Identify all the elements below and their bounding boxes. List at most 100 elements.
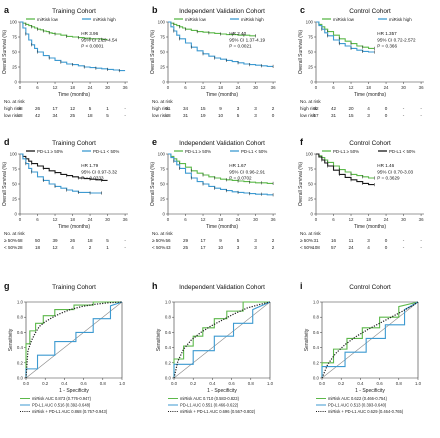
risk-value: 51 <box>165 106 171 111</box>
panel-f: f Control Cohort PD-L1 ≥ 50% PD-L1 < 50% 0 6 1… <box>298 137 424 250</box>
risk-value: 0 <box>385 238 388 243</box>
risk-value: 3 <box>367 238 370 243</box>
stat-annotation: 95% CI 0.97-3.32 <box>81 169 117 174</box>
risk-value: 16 <box>331 238 337 243</box>
y-tick-label: 0.4 <box>313 345 320 350</box>
x-tick-label: 0.4 <box>357 381 364 386</box>
x-tick-label: 0.0 <box>171 381 178 386</box>
y-tick-label: 100 <box>10 152 18 157</box>
x-tick-label: 0 <box>19 85 22 90</box>
legend-entry: PD-L1 AUC 0.513 (0.393-0.640) <box>328 403 387 408</box>
risk-table-title: No. at risk <box>4 99 25 104</box>
y-tick-label: 100 <box>158 152 166 157</box>
risk-value: - <box>124 245 126 250</box>
x-axis-label: Time (months) <box>354 92 386 98</box>
risk-value: 34 <box>52 113 58 118</box>
risk-row-label: < 50% <box>4 245 17 250</box>
panel-e: e Independent Validation Cohort PD-L1 ≥ 50… <box>150 137 276 250</box>
risk-value: 15 <box>348 113 354 118</box>
y-tick-label: 0.4 <box>165 345 172 350</box>
y-tick-label: 0.8 <box>17 315 24 320</box>
series-line <box>173 301 271 378</box>
x-tick-label: 30 <box>105 85 110 90</box>
panel-title: Control Cohort <box>349 8 391 15</box>
risk-value: 2 <box>272 238 275 243</box>
legend-entry: miRisk + PD-L1 AUC 0.868 (0.757-0.943) <box>32 409 108 414</box>
panel-i: i Control Cohort 0.0 0.2 0.4 0.6 0.8 1.0 0.0 0.2 0… <box>300 281 422 414</box>
risk-value: 0 <box>385 245 388 250</box>
risk-value: 56 <box>165 238 171 243</box>
x-tick-label: 24 <box>384 217 389 222</box>
risk-value: - <box>403 106 405 111</box>
risk-value: 12 <box>70 106 76 111</box>
risk-value: - <box>420 245 422 250</box>
risk-value: 11 <box>349 238 354 243</box>
risk-value: 3 <box>367 113 370 118</box>
y-tick-label: 0.6 <box>165 330 172 335</box>
risk-value: 25 <box>70 113 76 118</box>
panel-letter: e <box>152 137 157 147</box>
y-tick-label: 25 <box>12 65 17 70</box>
risk-value: 43 <box>165 245 171 250</box>
risk-value: 31 <box>331 113 337 118</box>
y-axis-label: Sensitivity <box>156 328 162 351</box>
legend-entry: miRisk high <box>389 17 412 22</box>
panel-h: h Independent Validation Cohort 0.0 0.2 0.4 0… <box>152 281 274 414</box>
risk-value: 39 <box>52 238 58 243</box>
x-tick-label: 1.0 <box>267 381 274 386</box>
panel-letter: i <box>300 281 303 291</box>
y-tick-label: 50 <box>160 182 165 187</box>
stat-annotation: 95% CI 0.96-2.91 <box>229 169 265 174</box>
panel-d: d Training Cohort PD-L1 ≥ 50% PD-L1 < 50% 0 6… <box>2 137 128 250</box>
y-tick-label: 75 <box>12 35 17 40</box>
risk-value: - <box>403 238 405 243</box>
reference-diagonal <box>321 301 419 379</box>
y-axis-label: Overall Survival (%) <box>150 30 156 75</box>
risk-value: 24 <box>348 245 354 250</box>
legend-entry: miRisk low <box>37 17 59 22</box>
risk-value: 5 <box>237 113 240 118</box>
x-tick-label: 0.6 <box>377 381 384 386</box>
risk-value: - <box>403 245 405 250</box>
risk-value: 3 <box>237 106 240 111</box>
risk-table-title: No. at risk <box>300 99 321 104</box>
y-tick-label: 0 <box>163 80 166 85</box>
x-tick-label: 0.0 <box>319 381 326 386</box>
x-axis-label: Time (months) <box>354 224 386 230</box>
y-tick-label: 100 <box>306 20 314 25</box>
x-axis-label: 1 - Specificity <box>59 388 89 394</box>
panel-title: Control Cohort <box>349 284 391 291</box>
x-tick-label: 12 <box>349 217 354 222</box>
risk-row-label: < 50% <box>152 245 165 250</box>
x-tick-label: 36 <box>271 85 276 90</box>
x-tick-label: 18 <box>218 85 223 90</box>
stat-annotation: HR 3.96 <box>81 31 98 36</box>
risk-value: - <box>124 238 126 243</box>
legend-entry: PD-L1 AUC 0.551 (0.466-0.622) <box>180 403 239 408</box>
y-tick-label: 0.0 <box>17 376 24 381</box>
y-tick-label: 100 <box>306 152 314 157</box>
stat-annotation: HR 2.40 <box>229 31 246 36</box>
y-tick-label: 25 <box>308 65 313 70</box>
risk-value: 5 <box>106 113 109 118</box>
risk-value: 26 <box>35 106 41 111</box>
y-tick-label: 50 <box>308 50 313 55</box>
series-line <box>25 301 123 379</box>
x-tick-label: 36 <box>271 217 276 222</box>
legend-entry: miRisk + PD-L1 AUC 0.629 (0.464-0.765) <box>328 409 404 414</box>
risk-value: 10 <box>218 113 224 118</box>
risk-value: 3 <box>237 245 240 250</box>
legend-entry: miRisk high <box>93 17 116 22</box>
risk-value: 5 <box>106 238 109 243</box>
risk-value: 1 <box>106 106 109 111</box>
y-tick-label: 1.0 <box>17 300 24 305</box>
panel-title: Independent Validation Cohort <box>179 284 265 291</box>
risk-value: 57 <box>331 245 337 250</box>
stat-annotation: 95% CI 2.29-4.54 <box>81 37 117 42</box>
y-tick-label: 0 <box>15 80 18 85</box>
legend-entry: PD-L1 < 50% <box>93 149 119 154</box>
risk-value: 3 <box>254 113 257 118</box>
risk-value: 3 <box>254 238 257 243</box>
x-axis-label: Time (months) <box>58 224 90 230</box>
y-tick-label: 0.4 <box>17 345 24 350</box>
